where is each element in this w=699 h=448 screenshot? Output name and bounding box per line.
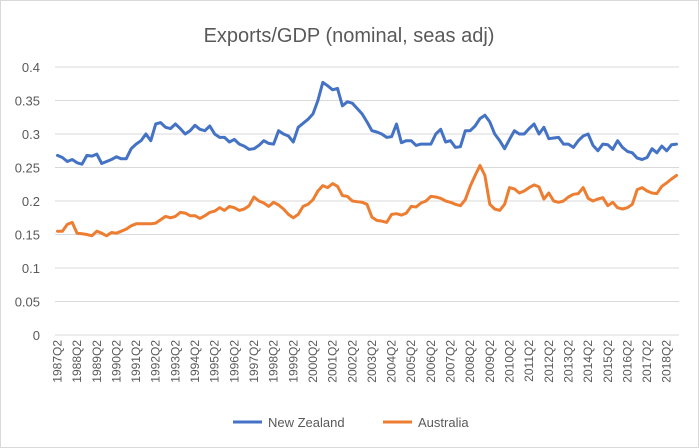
x-tick-label: 1995Q2 bbox=[208, 340, 222, 383]
x-tick-label: 2001Q2 bbox=[326, 340, 340, 383]
x-tick-label: 2006Q2 bbox=[424, 340, 438, 383]
x-tick-label: 2007Q2 bbox=[444, 340, 458, 383]
x-tick-label: 2015Q2 bbox=[601, 340, 615, 383]
x-tick-label: 1999Q2 bbox=[286, 340, 300, 383]
x-tick-label: 2002Q2 bbox=[345, 340, 359, 383]
series-lines bbox=[56, 80, 678, 238]
x-tick-label: 1988Q2 bbox=[70, 340, 84, 383]
x-tick-label: 2005Q2 bbox=[404, 340, 418, 383]
y-tick-label: 0.3 bbox=[22, 127, 40, 142]
series-line-new-zealand bbox=[56, 80, 678, 166]
y-tick-label: 0.05 bbox=[15, 295, 40, 310]
legend-label-new-zealand: New Zealand bbox=[268, 415, 345, 430]
x-tick-label: 2004Q2 bbox=[385, 340, 399, 383]
x-tick-label: 1993Q2 bbox=[168, 340, 182, 383]
x-tick-label: 1998Q2 bbox=[267, 340, 281, 383]
x-tick-label: 2011Q2 bbox=[522, 340, 536, 382]
x-tick-label: 2000Q2 bbox=[306, 340, 320, 383]
x-tick-label: 2008Q2 bbox=[463, 340, 477, 383]
x-tick-label: 2018Q2 bbox=[660, 340, 674, 383]
x-tick-label: 1994Q2 bbox=[188, 340, 202, 383]
y-tick-label: 0.2 bbox=[22, 194, 40, 209]
x-tick-label: 2003Q2 bbox=[365, 340, 379, 383]
x-axis-ticks: 1987Q2 1988Q2 1989Q2 1990Q2 1991Q2 1992Q2 1993… bbox=[50, 340, 673, 383]
legend: New Zealand Australia bbox=[233, 415, 469, 430]
x-tick-label: 2010Q2 bbox=[502, 340, 516, 383]
y-tick-label: 0.35 bbox=[15, 94, 40, 109]
y-axis-ticks: 0 0.05 0.1 0.15 0.2 0.25 0.3 0.35 0.4 bbox=[15, 60, 40, 343]
x-tick-label: 1991Q2 bbox=[129, 340, 143, 383]
x-tick-label: 1997Q2 bbox=[247, 340, 261, 383]
y-tick-label: 0.25 bbox=[15, 161, 40, 176]
x-tick-label: 2013Q2 bbox=[561, 340, 575, 383]
x-tick-label: 2012Q2 bbox=[542, 340, 556, 383]
x-tick-label: 1992Q2 bbox=[149, 340, 163, 383]
chart-title: Exports/GDP (nominal, seas adj) bbox=[204, 25, 495, 47]
y-tick-label: 0.15 bbox=[15, 228, 40, 243]
x-tick-label: 2009Q2 bbox=[483, 340, 497, 383]
x-tick-label: 1989Q2 bbox=[90, 340, 104, 383]
x-tick-label: 2014Q2 bbox=[581, 340, 595, 383]
gridlines bbox=[55, 66, 679, 336]
y-tick-label: 0 bbox=[33, 328, 40, 343]
series-line-australia bbox=[56, 164, 678, 238]
y-tick-label: 0.1 bbox=[22, 261, 40, 276]
x-tick-label: 2016Q2 bbox=[620, 340, 634, 383]
x-tick-label: 1990Q2 bbox=[109, 340, 123, 383]
legend-label-australia: Australia bbox=[418, 415, 469, 430]
x-tick-label: 1987Q2 bbox=[50, 340, 64, 383]
y-tick-label: 0.4 bbox=[22, 60, 40, 75]
x-tick-label: 2017Q2 bbox=[640, 340, 654, 383]
x-tick-label: 1996Q2 bbox=[227, 340, 241, 383]
